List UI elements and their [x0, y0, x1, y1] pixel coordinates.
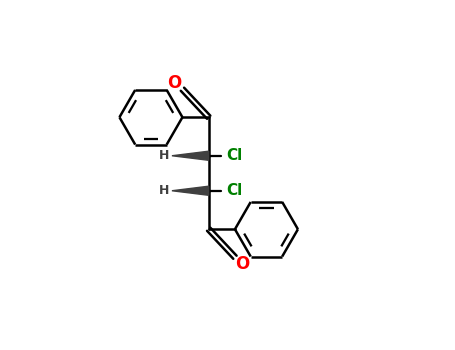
Text: O: O — [167, 74, 182, 92]
Text: H: H — [159, 184, 169, 197]
Text: Cl: Cl — [226, 183, 243, 198]
Text: O: O — [236, 254, 250, 273]
Text: H: H — [159, 149, 169, 162]
Polygon shape — [172, 186, 209, 195]
Text: Cl: Cl — [226, 148, 243, 163]
Polygon shape — [172, 151, 209, 160]
